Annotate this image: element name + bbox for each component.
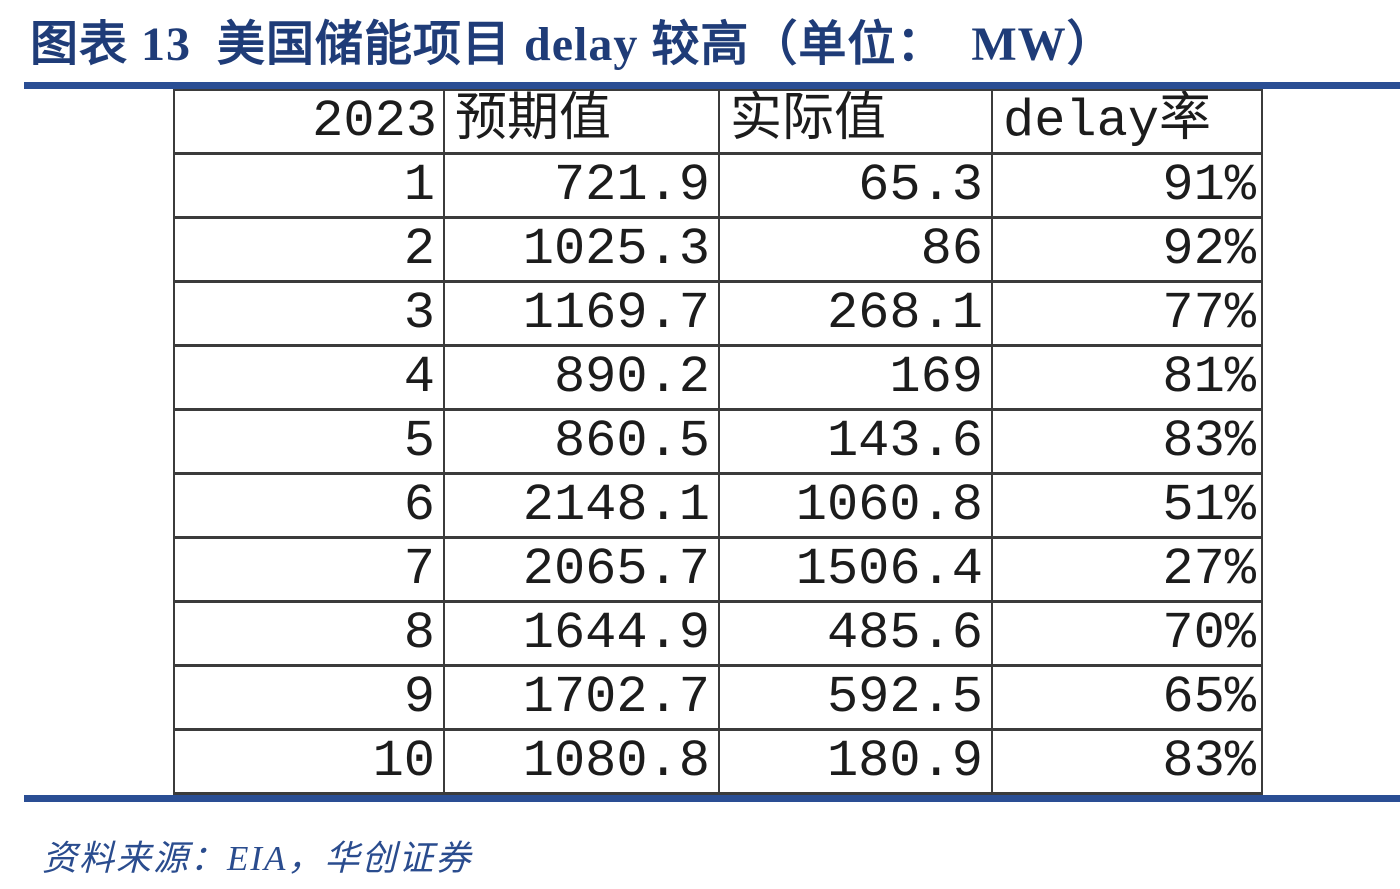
table-cell: 92%: [991, 216, 1263, 283]
table-cell: 143.6: [718, 408, 993, 475]
table-cell: 3: [173, 280, 445, 347]
table-row: 7 2065.7 1506.4 27%: [173, 536, 1263, 603]
table-cell: 1: [173, 152, 445, 219]
table-cell: 91%: [991, 152, 1263, 219]
table-cell: 81%: [991, 344, 1263, 411]
table-cell: 8: [173, 600, 445, 667]
table-cell: 1080.8: [443, 728, 720, 795]
table-cell: 1169.7: [443, 280, 720, 347]
table-cell: 1702.7: [443, 664, 720, 731]
table-cell: 65%: [991, 664, 1263, 731]
table-cell: 9: [173, 664, 445, 731]
table-cell: 27%: [991, 536, 1263, 603]
table-cell: 2: [173, 216, 445, 283]
table-cell: 77%: [991, 280, 1263, 347]
table-cell: 860.5: [443, 408, 720, 475]
table-cell: 1060.8: [718, 472, 993, 539]
table-cell: 721.9: [443, 152, 720, 219]
source-note: 资料来源：EIA，华创证券: [42, 839, 473, 878]
table-cell: 70%: [991, 600, 1263, 667]
table-row: 5 860.5 143.6 83%: [173, 408, 1263, 475]
column-header-actual: 实际值: [718, 89, 993, 155]
table-row: 4 890.2 169 81%: [173, 344, 1263, 411]
column-header-expected: 预期值: [443, 89, 720, 155]
table-cell: 2148.1: [443, 472, 720, 539]
table-cell: 51%: [991, 472, 1263, 539]
top-divider: [24, 82, 1400, 89]
table-cell: 7: [173, 536, 445, 603]
table-cell: 1644.9: [443, 600, 720, 667]
table-cell: 169: [718, 344, 993, 411]
table-cell: 2065.7: [443, 536, 720, 603]
table-row: 8 1644.9 485.6 70%: [173, 600, 1263, 667]
table-cell: 485.6: [718, 600, 993, 667]
table-row: 2 1025.3 86 92%: [173, 216, 1263, 283]
table-row: 3 1169.7 268.1 77%: [173, 280, 1263, 347]
table-row: 9 1702.7 592.5 65%: [173, 664, 1263, 731]
table-row: 10 1080.8 180.9 83%: [173, 728, 1263, 795]
table-cell: 83%: [991, 408, 1263, 475]
table-cell: 86: [718, 216, 993, 283]
table-cell: 1025.3: [443, 216, 720, 283]
table-cell: 6: [173, 472, 445, 539]
table-row: 1 721.9 65.3 91%: [173, 152, 1263, 219]
bottom-divider: [24, 795, 1400, 802]
table-cell: 10: [173, 728, 445, 795]
table-cell: 83%: [991, 728, 1263, 795]
table-cell: 65.3: [718, 152, 993, 219]
column-header-2023: 2023: [173, 89, 445, 155]
table-body: 1 721.9 65.3 91% 2 1025.3 86 92% 3 1169.7 268.1 77%…: [173, 152, 1263, 795]
figure-title: 图表 13 美国储能项目 delay 较高（单位： MW）: [30, 18, 1116, 71]
column-header-delay-rate: delay率: [991, 89, 1263, 155]
storage-delay-table: 2023 预期值 实际值 delay率 1 721.9 65.3 91% 2 1025.3…: [173, 89, 1263, 795]
table-cell: 5: [173, 408, 445, 475]
table-cell: 180.9: [718, 728, 993, 795]
table-cell: 592.5: [718, 664, 993, 731]
table-cell: 1506.4: [718, 536, 993, 603]
table-header-row: 2023 预期值 实际值 delay率: [173, 89, 1263, 155]
table-cell: 268.1: [718, 280, 993, 347]
table-cell: 4: [173, 344, 445, 411]
table-row: 6 2148.1 1060.8 51%: [173, 472, 1263, 539]
table-cell: 890.2: [443, 344, 720, 411]
